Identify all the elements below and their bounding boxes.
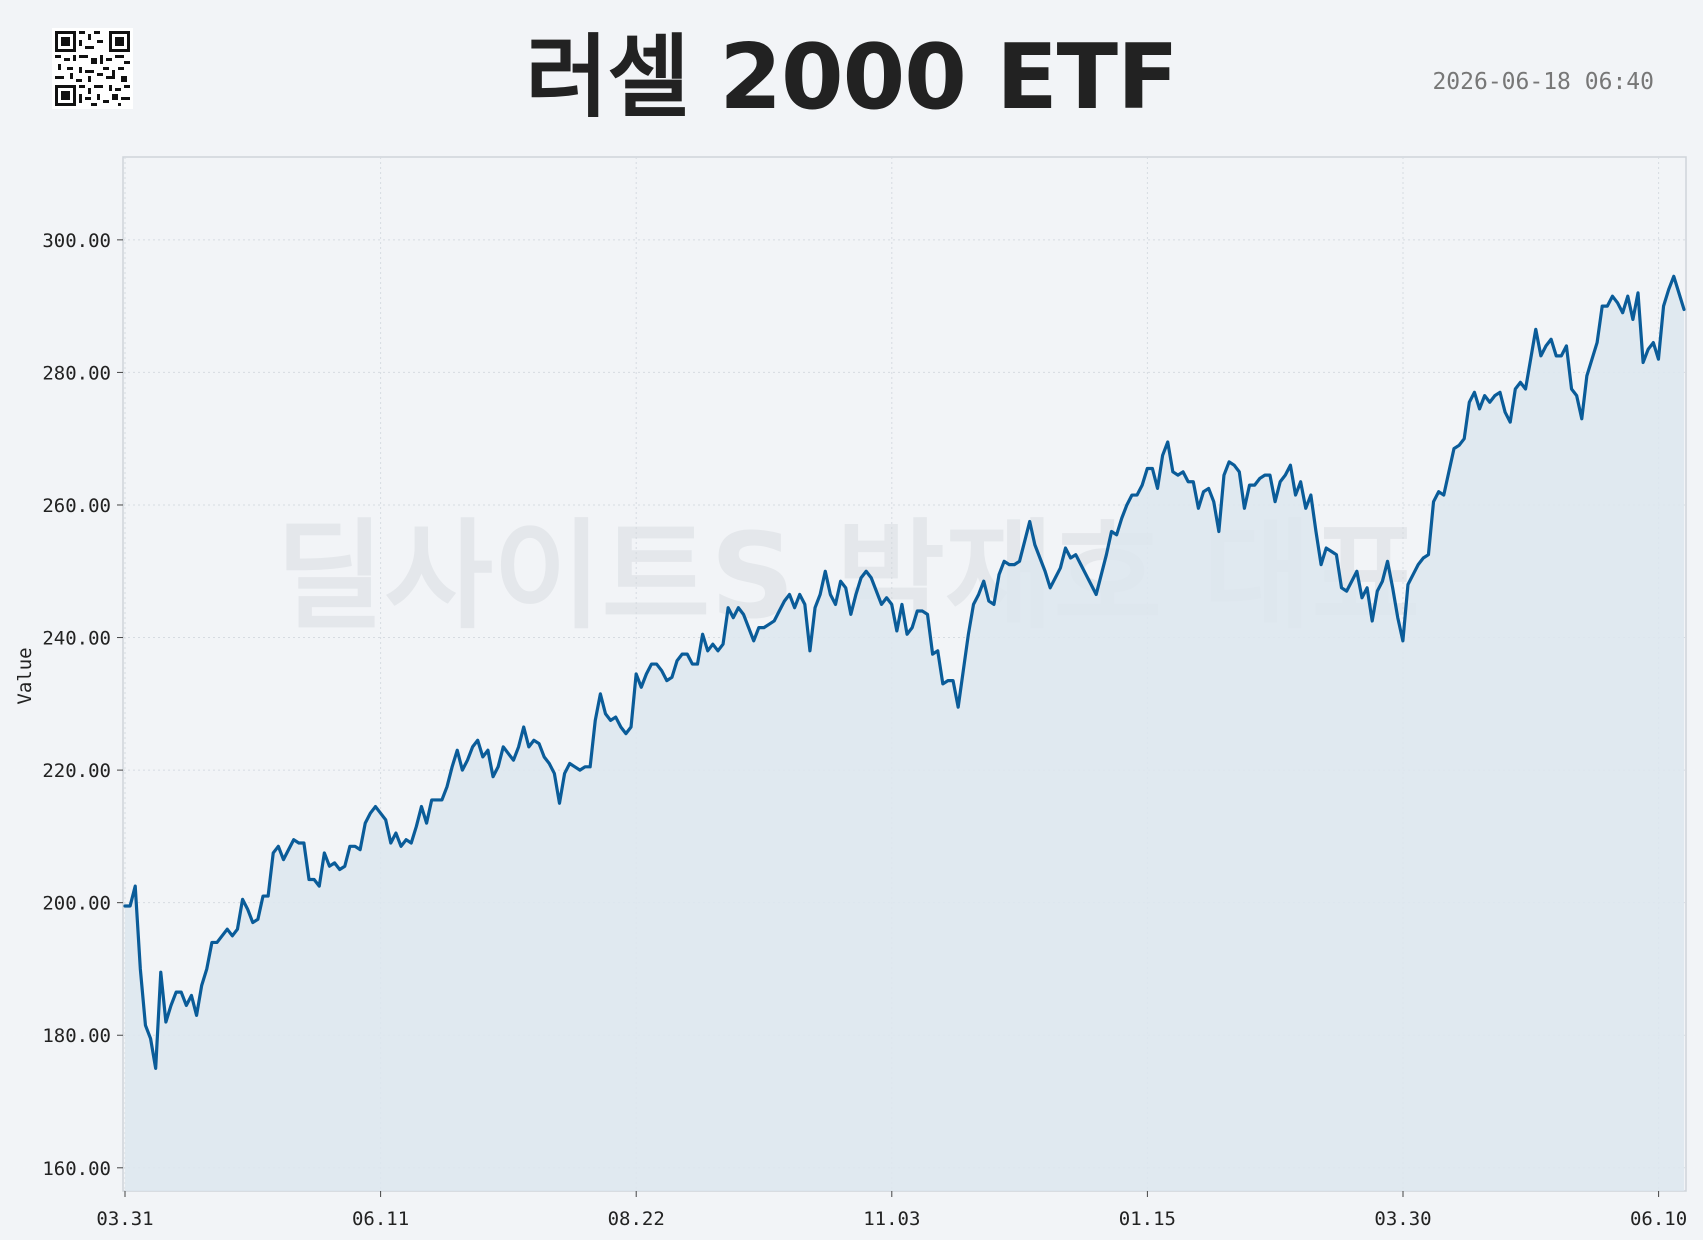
x-tick-label: 08.22 xyxy=(608,1208,665,1230)
x-tick-label: 11.03 xyxy=(863,1208,920,1230)
x-tick-label: 03.30 xyxy=(1374,1208,1431,1230)
qr-code-icon xyxy=(52,28,133,109)
series-layer xyxy=(123,274,1686,1191)
chart-title: 러셀 2000 ETF xyxy=(525,25,1178,130)
x-tick-label: 03.31 xyxy=(96,1208,153,1230)
y-tick-label: 200.00 xyxy=(42,893,111,915)
y-tick-label: 300.00 xyxy=(42,230,111,252)
x-tick-label: 06.10 xyxy=(1630,1208,1687,1230)
x-tick-label: 06.11 xyxy=(352,1208,409,1230)
y-tick-label: 280.00 xyxy=(42,362,111,384)
x-tick-label: 01.15 xyxy=(1119,1208,1176,1230)
series-area xyxy=(125,276,1684,1191)
y-tick-label: 160.00 xyxy=(42,1158,111,1180)
y-axis-label: Value xyxy=(14,647,36,704)
y-tick-label: 240.00 xyxy=(42,628,111,650)
y-axis-ticks: 160.00 180.00 200.00 220.00 240.00 260.00 280.… xyxy=(42,230,123,1180)
timestamp: 2026-06-18 06:40 xyxy=(1432,69,1654,95)
y-tick-label: 180.00 xyxy=(42,1025,111,1047)
y-tick-label: 260.00 xyxy=(42,495,111,517)
series-line xyxy=(123,274,1686,1070)
x-axis-ticks: 03.31 06.11 08.22 11.03 01.15 03.30 06.10 xyxy=(96,1191,1687,1230)
y-tick-label: 220.00 xyxy=(42,760,111,782)
